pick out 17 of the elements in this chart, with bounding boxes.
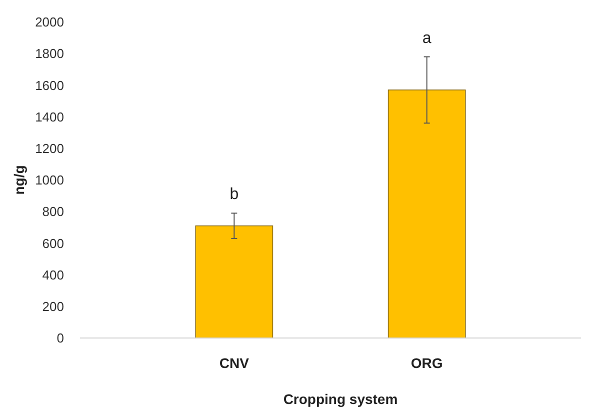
y-tick-label: 2000 bbox=[35, 14, 64, 30]
y-tick-label: 800 bbox=[42, 204, 64, 220]
y-tick-label: 1000 bbox=[35, 172, 64, 188]
y-tick-label: 400 bbox=[42, 267, 64, 282]
annotation: b bbox=[230, 186, 239, 204]
y-tick-label: 1400 bbox=[35, 109, 64, 124]
x-tick-label: ORG bbox=[410, 355, 443, 371]
annotation: a bbox=[422, 30, 432, 47]
y-tick-label: 1800 bbox=[35, 46, 64, 62]
y-tick-label: 1200 bbox=[35, 140, 64, 156]
y-tick-label: 200 bbox=[42, 298, 64, 314]
x-axis-title: Cropping system bbox=[283, 391, 398, 407]
y-axis-title: ng/g bbox=[11, 165, 27, 195]
y-tick-label: 600 bbox=[42, 236, 64, 251]
y-tick-label: 0 bbox=[56, 330, 64, 346]
x-tick-label: CNV bbox=[219, 355, 250, 371]
y-tick-label: 1600 bbox=[35, 78, 64, 93]
